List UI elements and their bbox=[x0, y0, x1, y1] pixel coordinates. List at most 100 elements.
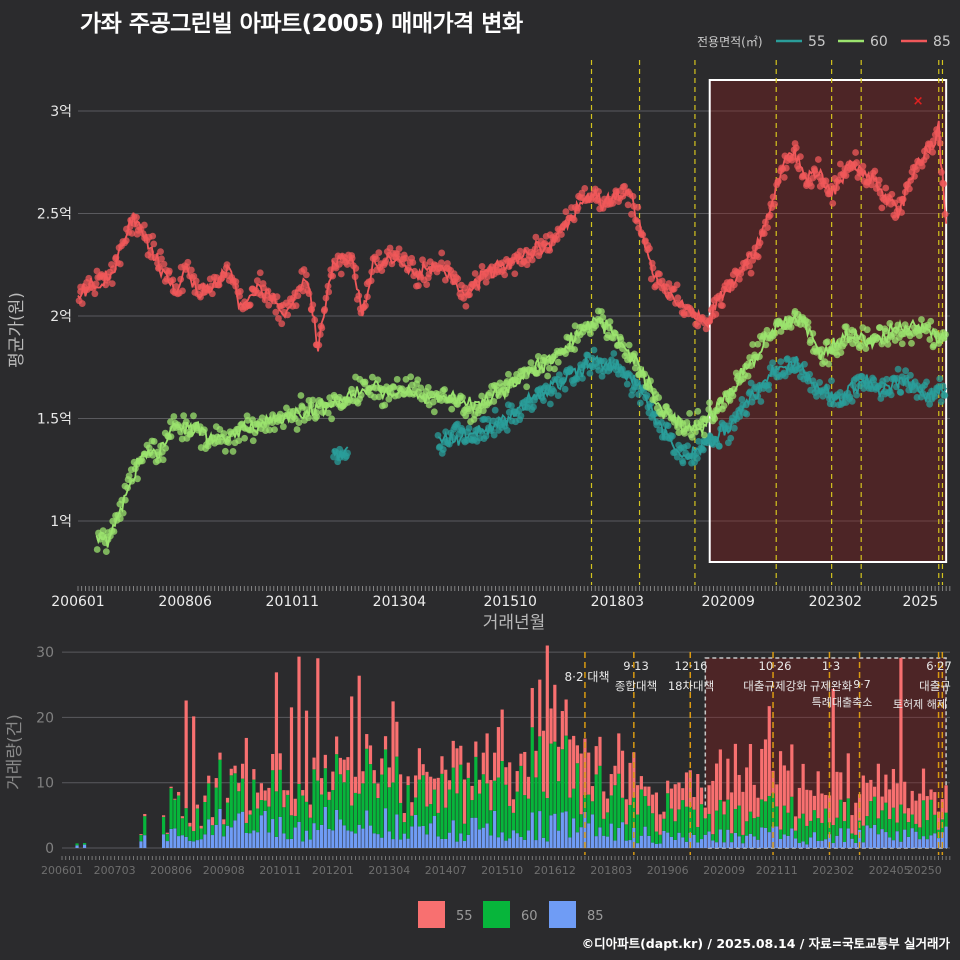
volume-bar-85 bbox=[508, 838, 512, 848]
series-55-point bbox=[695, 437, 703, 445]
volume-bar-85 bbox=[635, 843, 640, 848]
volume-bar-55 bbox=[414, 775, 418, 798]
volume-bar-60 bbox=[173, 799, 177, 829]
volume-bar-60 bbox=[696, 826, 700, 843]
volume-bar-60 bbox=[244, 822, 248, 834]
volume-bar-85 bbox=[481, 827, 485, 848]
series-85-point bbox=[272, 308, 280, 316]
series-85-point bbox=[754, 253, 762, 261]
volume-bar-60 bbox=[692, 809, 696, 835]
volume-x-tick-label: 201906 bbox=[647, 864, 689, 877]
volume-bar-60 bbox=[286, 794, 290, 840]
series-55-point bbox=[439, 446, 447, 453]
series-55-point bbox=[816, 379, 823, 386]
volume-bar-55 bbox=[628, 762, 632, 805]
volume-bar-85 bbox=[673, 839, 677, 848]
series-85-point bbox=[570, 216, 578, 224]
series-85-point bbox=[256, 269, 264, 277]
volume-bar-55 bbox=[335, 736, 339, 755]
volume-legend-swatch-55 bbox=[418, 901, 445, 928]
volume-bar-85 bbox=[692, 834, 696, 848]
series-60-point bbox=[863, 326, 871, 334]
volume-bar-60 bbox=[854, 834, 858, 844]
volume-bar-55 bbox=[195, 804, 200, 809]
volume-bar-55 bbox=[594, 746, 598, 775]
series-85-point bbox=[157, 248, 164, 256]
volume-bar-60 bbox=[944, 812, 948, 827]
volume-bar-85 bbox=[214, 824, 218, 848]
volume-bar-85 bbox=[308, 839, 312, 848]
volume-bar-85 bbox=[684, 841, 689, 848]
volume-bar-55 bbox=[605, 798, 610, 813]
volume-bar-55 bbox=[323, 754, 327, 769]
series-60-point bbox=[424, 384, 432, 391]
volume-bar-60 bbox=[594, 774, 598, 837]
volume-bar-55 bbox=[214, 778, 218, 788]
volume-bar-55 bbox=[564, 699, 568, 736]
volume-bar-85 bbox=[711, 840, 715, 848]
volume-bar-85 bbox=[662, 830, 666, 848]
volume-bar-60 bbox=[590, 801, 595, 815]
volume-bar-60 bbox=[786, 812, 790, 836]
volume-bar-85 bbox=[707, 831, 711, 848]
volume-bar-55 bbox=[376, 783, 380, 799]
volume-bar-85 bbox=[560, 812, 564, 848]
volume-bar-60 bbox=[647, 805, 651, 836]
volume-bar-60 bbox=[180, 818, 184, 836]
volume-bar-85 bbox=[271, 819, 275, 848]
series-60-point bbox=[729, 392, 737, 400]
volume-bar-85 bbox=[797, 843, 801, 848]
volume-bar-85 bbox=[447, 832, 452, 848]
volume-bar-60 bbox=[767, 795, 771, 833]
series-85-point bbox=[478, 262, 486, 270]
price-x-tick-label: 200806 bbox=[158, 594, 212, 610]
series-60-point bbox=[459, 394, 466, 401]
volume-bar-55 bbox=[361, 771, 365, 784]
volume-bar-55 bbox=[301, 790, 305, 796]
series-55-point bbox=[491, 406, 499, 414]
price-x-tick-label: 201011 bbox=[266, 594, 319, 610]
volume-bar-85 bbox=[210, 835, 215, 848]
volume-bar-55 bbox=[763, 739, 768, 802]
series-85-point bbox=[829, 199, 837, 207]
series-60-point bbox=[180, 412, 188, 420]
volume-bar-60 bbox=[534, 777, 538, 841]
series-85-point bbox=[275, 315, 282, 322]
volume-bar-60 bbox=[203, 802, 207, 835]
volume-bar-60 bbox=[624, 824, 628, 841]
volume-bar-55 bbox=[940, 799, 944, 820]
volume-bar-55 bbox=[944, 785, 948, 813]
series-60-point bbox=[546, 364, 553, 372]
volume-bar-85 bbox=[549, 815, 553, 848]
volume-bar-85 bbox=[583, 811, 587, 848]
volume-bar-55 bbox=[508, 762, 512, 806]
volume-bar-55 bbox=[436, 777, 440, 813]
volume-bar-55 bbox=[274, 672, 279, 792]
volume-bar-85 bbox=[681, 837, 685, 848]
series-55-point bbox=[586, 370, 594, 377]
volume-bar-85 bbox=[857, 829, 862, 848]
volume-bar-85 bbox=[195, 840, 200, 848]
price-y-tick-label: 2.5억 bbox=[37, 207, 72, 223]
series-60-point bbox=[361, 378, 369, 386]
volume-bar-85 bbox=[451, 820, 455, 848]
volume-bar-60 bbox=[681, 800, 685, 838]
volume-bar-55 bbox=[391, 701, 395, 783]
volume-bar-85 bbox=[903, 829, 907, 848]
series-85-point bbox=[836, 160, 844, 168]
price-x-tick-label: 201510 bbox=[484, 594, 537, 610]
volume-bar-60 bbox=[579, 814, 583, 828]
volume-bar-60 bbox=[259, 800, 263, 816]
volume-bar-60 bbox=[899, 804, 903, 842]
volume-bar-85 bbox=[327, 828, 331, 848]
volume-bar-55 bbox=[496, 727, 500, 778]
series-55-point bbox=[747, 379, 755, 387]
series-60-point bbox=[683, 419, 691, 426]
series-85-point bbox=[184, 258, 192, 266]
volume-bar-60 bbox=[771, 793, 775, 827]
volume-bar-60 bbox=[222, 824, 226, 837]
volume-bar-55 bbox=[387, 767, 391, 788]
volume-bar-55 bbox=[161, 815, 166, 817]
volume-bar-60 bbox=[778, 829, 783, 840]
volume-bar-85 bbox=[639, 835, 643, 848]
